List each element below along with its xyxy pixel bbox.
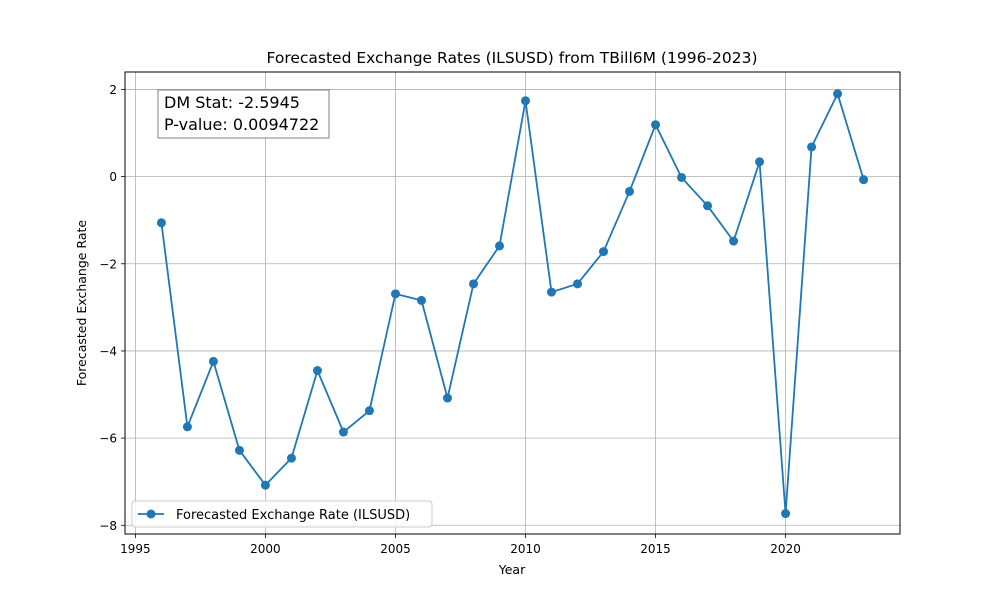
data-point (390, 289, 400, 299)
x-tick-label: 2020 (770, 542, 801, 556)
data-point (364, 406, 374, 416)
x-axis-title: Year (498, 562, 526, 577)
annotation-p-value: P-value: 0.0094722 (164, 115, 319, 134)
x-tick-label: 2005 (380, 542, 411, 556)
x-tick-label: 2000 (250, 542, 281, 556)
legend-box (131, 500, 433, 528)
data-point (651, 120, 661, 130)
y-axis-title: Forecasted Exchange Rate (74, 220, 89, 387)
ticks-layer: 1995 2000 2005 2010 2015 2020 −8 −6 −4 −2 0 2 (99, 83, 801, 556)
data-point (677, 172, 687, 182)
data-point (338, 427, 348, 437)
y-tick-label: −2 (99, 257, 117, 271)
y-tick-label: −4 (99, 344, 117, 358)
data-point (599, 247, 609, 257)
data-point (521, 96, 531, 106)
data-point (234, 445, 244, 455)
y-tick-label: 2 (109, 83, 117, 97)
data-point (781, 509, 791, 519)
data-point (547, 287, 557, 297)
data-point (755, 157, 765, 167)
chart-title: Forecasted Exchange Rates (ILSUSD) from … (266, 49, 757, 67)
legend-marker-swatch (146, 509, 156, 519)
data-point (312, 366, 322, 376)
x-tick-label: 1995 (120, 542, 151, 556)
x-tick-label: 2015 (640, 542, 671, 556)
legend: Forecasted Exchange Rate (ILSUSD) (131, 500, 433, 528)
series-line (160, 92, 865, 515)
data-point (156, 218, 166, 228)
data-point (573, 279, 583, 289)
data-point (807, 142, 817, 152)
annotation-box (157, 89, 330, 139)
plot-area-frame (124, 71, 901, 535)
grid-layer (125, 72, 900, 534)
y-tick-label: −8 (99, 519, 117, 533)
data-point (416, 295, 426, 305)
data-point (494, 241, 504, 251)
data-point (729, 236, 739, 246)
data-point (859, 175, 869, 185)
x-tick-label: 2010 (510, 542, 541, 556)
data-point (625, 186, 635, 196)
series-layer (156, 89, 869, 519)
data-point (182, 422, 192, 432)
data-point (468, 279, 478, 289)
annotation-dm-stat: DM Stat: -2.5945 (164, 93, 300, 112)
y-tick-label: −6 (99, 432, 117, 446)
data-point (833, 89, 843, 99)
data-point (208, 356, 218, 366)
stats-annotation: DM Stat: -2.5945 P-value: 0.0094722 (157, 89, 330, 139)
y-tick-label: 0 (109, 170, 117, 184)
data-point (286, 453, 296, 463)
data-point (442, 393, 452, 403)
data-point (703, 201, 713, 211)
legend-label: Forecasted Exchange Rate (ILSUSD) (176, 508, 410, 523)
data-point (260, 480, 270, 490)
